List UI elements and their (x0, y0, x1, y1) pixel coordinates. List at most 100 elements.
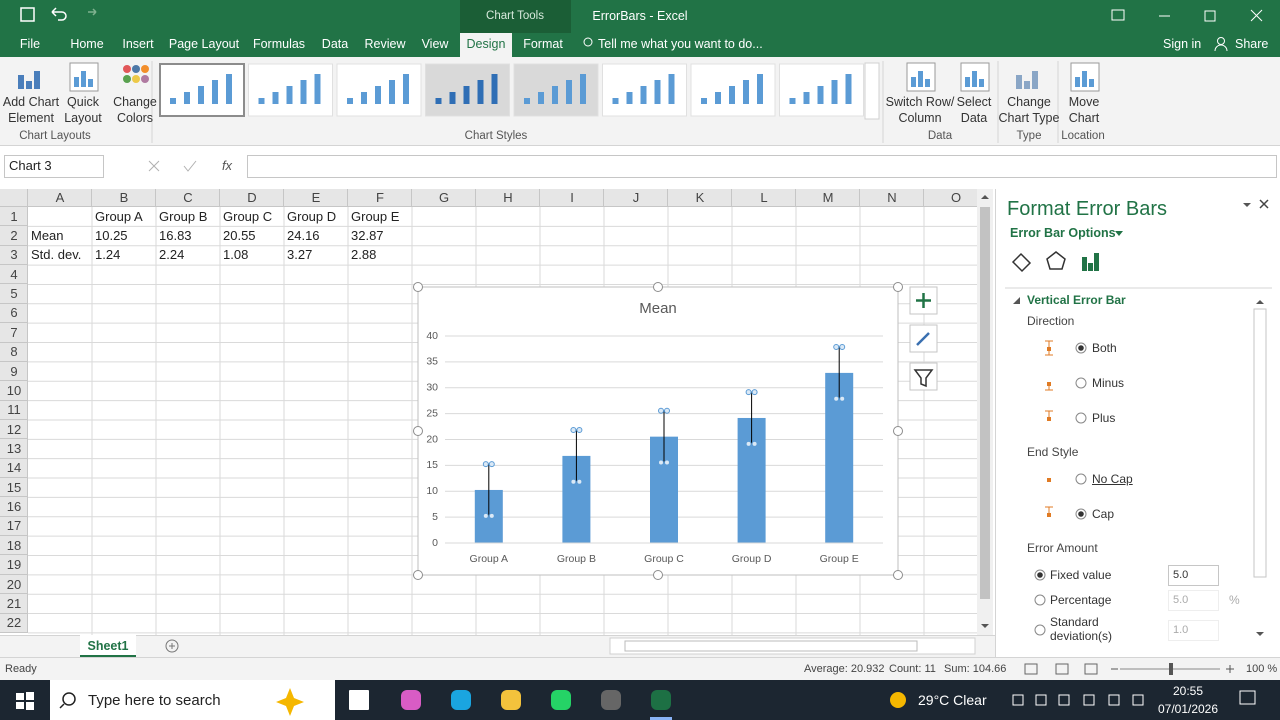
taskbar-app[interactable] (501, 690, 521, 710)
taskbar-app[interactable] (601, 690, 621, 710)
column-header (796, 189, 860, 207)
taskbar-app[interactable] (551, 690, 571, 710)
end-style-option[interactable]: Cap (1092, 507, 1115, 521)
resize-handle (893, 282, 903, 292)
chart-filters-button[interactable] (909, 362, 938, 391)
row-label: 21 (6, 595, 22, 611)
amount-input[interactable] (1168, 620, 1219, 641)
taskbar-app[interactable] (401, 690, 421, 710)
y-tick-label: 5 (432, 511, 438, 523)
ribbon-tab[interactable]: File (19, 37, 41, 51)
amount-radio[interactable] (1034, 594, 1046, 606)
amount-option[interactable]: Standard deviation(s) (1050, 615, 1113, 643)
taskbar-app[interactable] (349, 690, 369, 710)
end-style-radio[interactable] (1075, 473, 1087, 485)
formula-icons (148, 160, 197, 172)
thumb-bar (743, 80, 749, 104)
undo-icon[interactable] (51, 7, 67, 21)
enter-icon (183, 160, 197, 172)
icon-bar (26, 81, 32, 89)
ribbon-tab[interactable]: Page Layout (168, 37, 240, 51)
ribbon-button-label[interactable]: Colors (116, 111, 154, 125)
ribbon-button-label[interactable]: Column (898, 111, 942, 125)
sheet-tab-label[interactable]: Sheet1 (87, 639, 129, 653)
active-app-indicator (650, 717, 672, 720)
ribbon-button-label[interactable]: Select (956, 95, 992, 109)
direction-option[interactable]: Plus (1092, 411, 1116, 425)
notification-icon (1239, 690, 1256, 705)
thumb-bar (566, 80, 572, 104)
share[interactable]: Share (1235, 37, 1269, 51)
ribbon-button-label[interactable]: Switch Row/ (885, 95, 955, 109)
direction-option[interactable]: Both (1092, 341, 1117, 355)
direction-radio[interactable] (1075, 377, 1087, 389)
name-box[interactable] (4, 155, 104, 178)
ribbon-tab[interactable]: Home (70, 37, 104, 51)
row-label: 17 (6, 518, 22, 534)
zoom-level[interactable]: 100 % (1246, 663, 1278, 675)
column-label: B (119, 190, 129, 205)
column-header (220, 189, 284, 207)
ribbon-button-label[interactable]: Chart Type (998, 111, 1060, 125)
row-header (0, 400, 28, 420)
cell-text: 3.27 (287, 247, 313, 263)
taskbar-search[interactable]: Type here to search (88, 692, 221, 709)
thumb-bar (286, 86, 293, 104)
thumb-bar (715, 92, 721, 104)
taskbar-icons (16, 680, 1256, 720)
icon-bar (918, 71, 923, 87)
close-icon[interactable] (1250, 9, 1263, 22)
options-label[interactable]: Error Bar Options (1010, 226, 1116, 240)
ribbon-button-label[interactable]: Change (1007, 95, 1051, 109)
direction-option[interactable]: Minus (1092, 376, 1125, 390)
ribbon-button-label[interactable]: Element (8, 111, 54, 125)
ribbon-button-label[interactable]: Data (960, 111, 988, 125)
icon-bar (1032, 71, 1038, 89)
ribbon-button-label[interactable]: Add Chart (2, 95, 60, 109)
sheet-tab[interactable] (80, 635, 136, 657)
ribbon-display-icon[interactable] (1111, 9, 1125, 21)
icon-bar (1089, 79, 1094, 87)
thumb-bar (272, 92, 279, 104)
error-cap-handle (576, 427, 583, 434)
ribbon-tab[interactable]: Review (364, 37, 406, 51)
error-cap-handle (488, 512, 495, 519)
ribbon-button-label[interactable]: Change (113, 95, 157, 109)
ribbon-tab[interactable]: View (421, 37, 449, 51)
row-header (0, 458, 28, 479)
direction-radio[interactable] (1075, 412, 1087, 424)
direction-icon-bar (1047, 513, 1051, 517)
ribbon-tab[interactable]: Data (321, 37, 349, 51)
formula-input[interactable] (247, 155, 1277, 178)
amount-input[interactable] (1168, 590, 1219, 611)
end-style-option[interactable]: No Cap (1092, 472, 1133, 486)
row-label: 5 (10, 286, 18, 302)
save-icon[interactable] (20, 7, 35, 22)
restore-icon[interactable] (1204, 10, 1216, 22)
sign-in[interactable]: Sign in (1163, 37, 1202, 51)
row-header (0, 419, 28, 440)
taskbar-app[interactable] (651, 690, 671, 710)
amount-option[interactable]: Percentage (1050, 593, 1112, 607)
chart-title: Mean (639, 300, 677, 317)
ribbon-tab[interactable]: Design (466, 37, 506, 51)
section-title[interactable]: Vertical Error Bar (1027, 293, 1126, 307)
row-header (0, 342, 28, 362)
ribbon-tab[interactable]: Format (523, 37, 563, 51)
amount-input[interactable] (1168, 565, 1219, 586)
ribbon-button-label[interactable]: Quick (67, 95, 99, 109)
cell-text: 16.83 (159, 228, 192, 244)
amount-option[interactable]: Fixed value (1050, 568, 1112, 582)
ribbon-tab[interactable]: Insert (122, 37, 154, 51)
amount-radio[interactable] (1034, 624, 1046, 636)
ribbon-button-label[interactable]: Chart (1068, 111, 1100, 125)
ribbon-button-label[interactable]: Layout (64, 111, 102, 125)
thumb-bar (491, 74, 498, 104)
ribbon-button-label[interactable]: Move (1068, 95, 1100, 109)
amount-input-text: 1.0 (1173, 624, 1189, 636)
taskbar-app[interactable] (451, 690, 471, 710)
ribbon-tab[interactable]: Formulas (252, 37, 306, 51)
weather-moon (890, 692, 906, 708)
tell-me[interactable]: Tell me what you want to do... (598, 37, 763, 51)
direction-icon-bar (1047, 478, 1051, 482)
